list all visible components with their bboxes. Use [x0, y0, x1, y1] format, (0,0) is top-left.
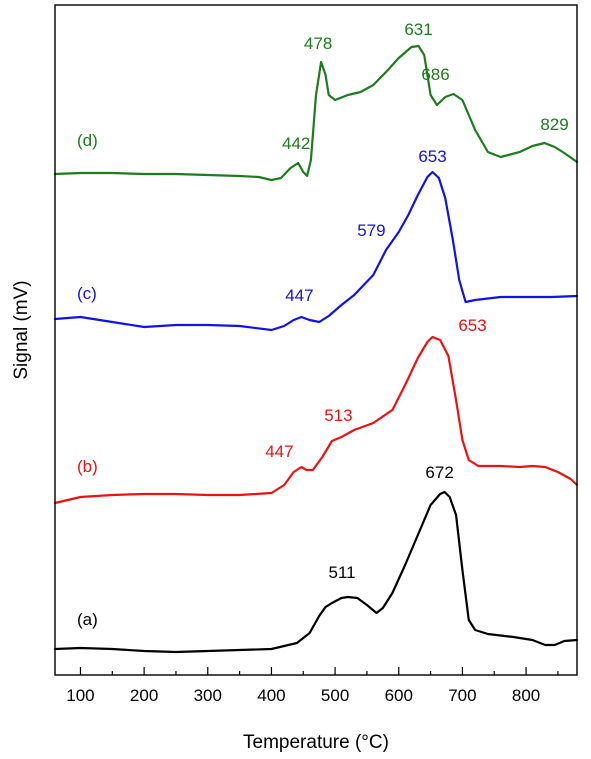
- x-tick-label-300: 300: [194, 686, 222, 705]
- y-axis-title: Signal (mV): [11, 280, 32, 379]
- peak-annotations: 511 672 447 513 653 447 579 653 442 478 631 686 829: [265, 20, 568, 582]
- peak-label-d-631: 631: [404, 20, 432, 39]
- x-tick-label-200: 200: [130, 686, 158, 705]
- series-line-d: [53, 44, 579, 182]
- series-name-b: (b): [77, 457, 98, 476]
- series-name-d: (d): [77, 131, 98, 150]
- peak-label-a-511: 511: [329, 563, 356, 582]
- series-name-a: (a): [77, 610, 98, 629]
- series-lines: [53, 44, 579, 654]
- peak-label-a-672: 672: [425, 463, 453, 482]
- x-tick-label-400: 400: [257, 686, 285, 705]
- series-name-c: (c): [77, 284, 97, 303]
- x-tick-label-600: 600: [385, 686, 413, 705]
- x-tick-label-100: 100: [66, 686, 94, 705]
- peak-label-d-478: 478: [304, 34, 332, 53]
- peak-label-c-579: 579: [357, 221, 385, 240]
- series-line-b: [53, 335, 579, 505]
- series-labels: (a) (b) (c) (d): [77, 131, 98, 629]
- peak-label-d-442: 442: [282, 134, 310, 153]
- series-line-a: [53, 490, 579, 654]
- peak-label-b-653: 653: [458, 316, 486, 335]
- peak-label-d-686: 686: [421, 65, 449, 84]
- peak-label-b-447: 447: [265, 442, 293, 461]
- x-axis-title: Temperature (°C): [243, 732, 389, 753]
- plot-frame: [54, 4, 578, 676]
- series-line-c: [53, 170, 579, 332]
- x-tick-label-500: 500: [321, 686, 349, 705]
- peak-label-c-447: 447: [285, 286, 313, 305]
- x-tick-label-700: 700: [448, 686, 476, 705]
- peak-label-d-829: 829: [540, 115, 568, 134]
- peak-label-c-653: 653: [418, 147, 446, 166]
- peak-label-b-513: 513: [324, 406, 352, 425]
- x-tick-label-800: 800: [512, 686, 540, 705]
- x-axis-ticks: 100 200 300 400 500 600 700 800: [66, 667, 559, 705]
